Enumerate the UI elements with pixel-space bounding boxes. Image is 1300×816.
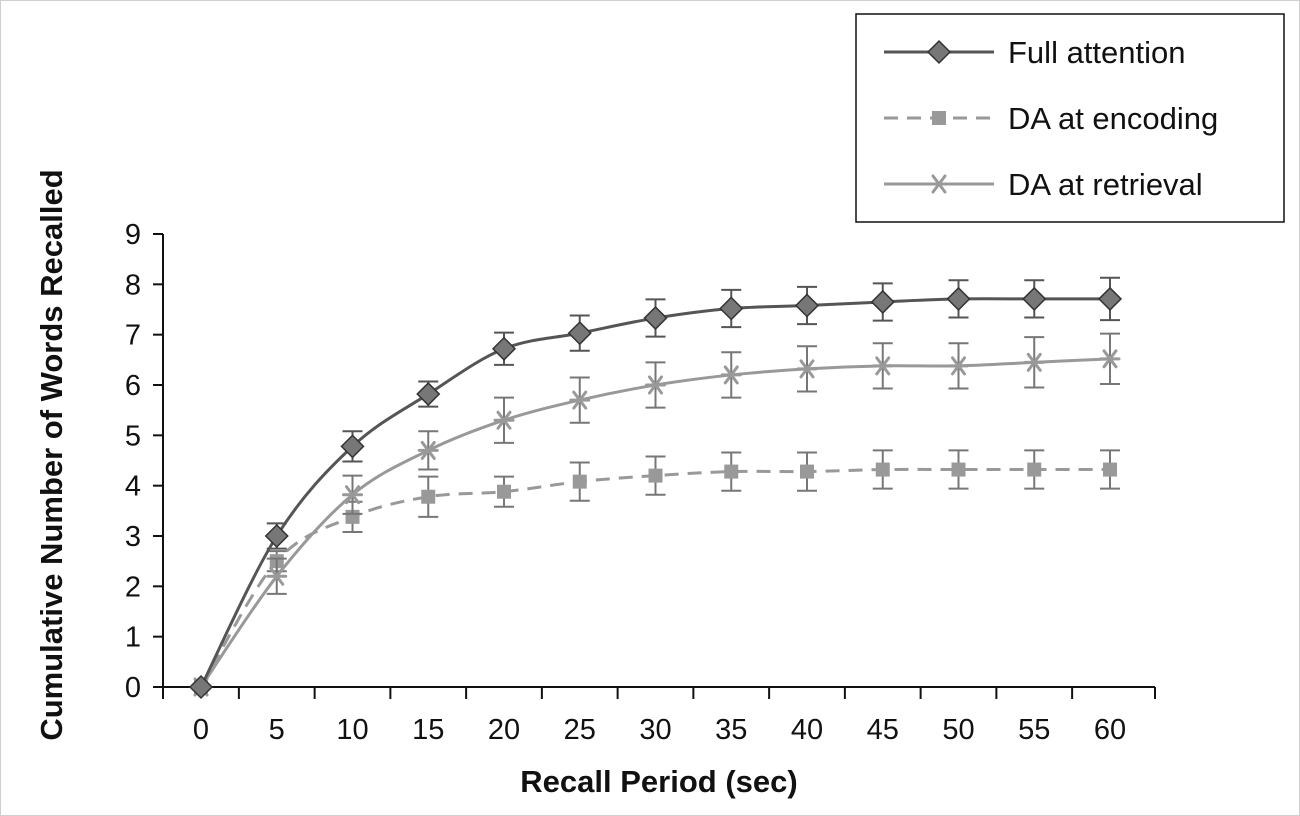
data-point — [724, 464, 739, 479]
data-point — [340, 434, 365, 459]
x-tick-label: 55 — [1018, 714, 1050, 746]
data-point — [1103, 462, 1117, 477]
data-point — [416, 381, 441, 407]
data-point — [1027, 462, 1042, 477]
series-line — [199, 467, 1110, 688]
data-point — [875, 462, 890, 477]
data-point — [264, 523, 289, 549]
data-point — [719, 296, 744, 321]
series-layer — [188, 276, 1123, 700]
x-tick-label: 25 — [564, 714, 596, 746]
y-tick-label: 6 — [125, 370, 141, 402]
data-point — [720, 365, 742, 385]
data-point — [1023, 352, 1045, 372]
x-tick-label: 40 — [791, 714, 823, 746]
y-tick-label: 5 — [125, 420, 141, 452]
x-tick-label: 60 — [1094, 714, 1126, 746]
data-point — [948, 356, 969, 376]
legend-label: DA at retrieval — [1008, 167, 1203, 202]
data-point — [342, 485, 363, 505]
y-tick-label: 4 — [125, 471, 141, 503]
data-point — [796, 359, 818, 379]
data-point — [497, 484, 511, 499]
legend-item: DA at encoding — [884, 101, 1218, 136]
legend-box — [855, 13, 1285, 223]
data-point — [800, 464, 814, 479]
x-ticks: 0 5 10 15 20 25 30 35 40 45 50 55 60 — [162, 687, 1156, 746]
data-point — [417, 440, 439, 460]
data-point — [188, 674, 214, 700]
legend-label: Full attention — [1008, 35, 1186, 70]
data-point — [946, 286, 971, 311]
series-full-attention — [188, 276, 1123, 700]
data-point — [872, 356, 894, 376]
data-point — [870, 289, 895, 315]
data-point — [1022, 286, 1047, 311]
x-axis-title: Recall Period (sec) — [520, 764, 797, 799]
legend-item: DA at retrieval — [884, 167, 1203, 202]
data-point — [421, 489, 436, 504]
y-tick-label: 0 — [125, 672, 141, 704]
legend: Full attention DA at encoding DA at retrie… — [855, 13, 1285, 223]
x-tick-label: 5 — [269, 714, 285, 746]
data-point — [928, 174, 950, 194]
data-point — [648, 468, 663, 483]
data-point — [794, 293, 820, 318]
data-point — [491, 336, 517, 361]
data-point — [493, 410, 515, 430]
data-point — [569, 390, 591, 410]
data-point — [1099, 349, 1121, 369]
data-point — [951, 462, 966, 477]
x-tick-label: 30 — [639, 714, 671, 746]
y-tick-label: 3 — [125, 521, 141, 553]
legend-label: DA at encoding — [1008, 101, 1218, 136]
x-tick-label: 10 — [336, 714, 368, 746]
x-tick-label: 0 — [193, 714, 209, 746]
legend-item: Full attention — [884, 35, 1186, 70]
x-tick-label: 50 — [942, 714, 974, 746]
data-point — [567, 321, 592, 346]
y-tick-label: 9 — [125, 219, 141, 251]
x-tick-label: 45 — [867, 714, 899, 746]
data-point — [926, 39, 952, 65]
y-tick-label: 7 — [125, 320, 141, 352]
y-tick-label: 1 — [125, 622, 141, 654]
data-point — [932, 111, 946, 125]
x-tick-label: 20 — [488, 714, 520, 746]
series-da-at-retrieval — [190, 332, 1121, 697]
data-point — [266, 566, 288, 586]
data-point — [572, 474, 587, 489]
y-axis-title: Cumulative Number of Words Recalled — [34, 169, 69, 740]
y-tick-label: 8 — [125, 269, 141, 301]
data-point — [645, 375, 666, 395]
y-tick-label: 2 — [125, 571, 141, 603]
data-point — [643, 305, 668, 331]
x-tick-label: 35 — [715, 714, 747, 746]
x-tick-label: 15 — [412, 714, 444, 746]
y-ticks: 0 1 2 3 4 5 6 7 8 9 — [125, 219, 163, 704]
data-point — [1097, 286, 1123, 311]
series-da-at-encoding — [194, 449, 1120, 694]
